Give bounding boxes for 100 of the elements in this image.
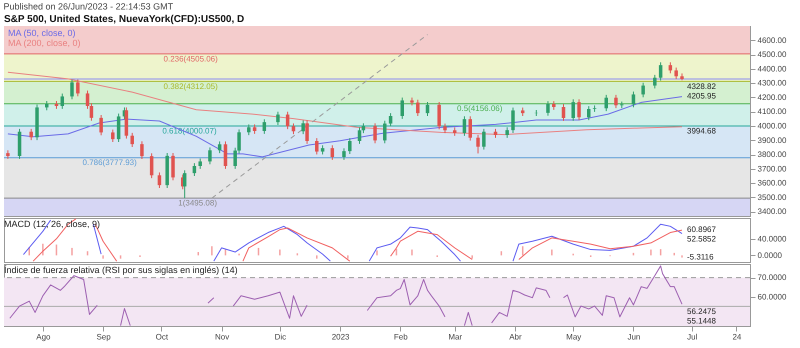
candlestick <box>468 116 472 142</box>
candlestick <box>262 118 266 134</box>
y-tick-label: 4600.00 <box>758 36 787 45</box>
candlestick <box>614 94 618 109</box>
candlestick <box>400 97 404 120</box>
ref-line-label: 1(3495.08) <box>178 198 218 208</box>
candlestick <box>320 144 324 155</box>
annotation: 55.1448 <box>687 316 716 326</box>
candlestick <box>546 100 550 116</box>
y-tick-label: 60.0000 <box>758 292 787 302</box>
candlestick <box>674 67 678 80</box>
candlestick <box>437 102 441 130</box>
candlestick <box>76 79 80 97</box>
candlestick <box>198 158 202 170</box>
candlestick <box>111 129 115 142</box>
candlestick <box>305 120 309 144</box>
candlestick <box>658 62 662 82</box>
annotation: 56.2475 <box>687 306 716 316</box>
x-tick-label: May <box>566 332 582 342</box>
x-tick-label: Oct <box>156 332 169 342</box>
annotation: 52.5852 <box>687 234 716 244</box>
candlestick <box>29 128 33 141</box>
x-tick-label: Jun <box>627 332 640 342</box>
candlestick <box>668 62 672 74</box>
candlestick <box>587 106 591 121</box>
candlestick <box>373 122 377 144</box>
candlestick <box>130 132 134 148</box>
y-tick-label: 0.0000 <box>758 250 783 260</box>
candlestick <box>252 124 256 134</box>
y-tick-label: 4400.00 <box>758 64 787 74</box>
candlestick <box>171 152 175 181</box>
candlestick <box>116 113 120 142</box>
annotation: 60.8967 <box>687 225 716 234</box>
candlestick <box>286 111 290 130</box>
candlestick <box>562 104 566 122</box>
y-tick-label: 4100.00 <box>758 107 787 116</box>
candlestick <box>192 162 196 176</box>
candlestick <box>426 102 430 116</box>
candlestick <box>292 122 296 135</box>
candlestick <box>358 126 362 144</box>
x-tick-label: Abr <box>509 332 522 342</box>
candlestick <box>150 152 154 179</box>
candlestick <box>641 82 645 98</box>
x-tick-label: Ago <box>36 332 52 342</box>
line-series <box>7 72 683 136</box>
candlestick <box>476 134 480 154</box>
text: MA (200, close, 0) <box>8 38 81 48</box>
x-tick-label: Nov <box>214 332 230 342</box>
candlestick <box>653 74 657 89</box>
x-tick-label: Mar <box>448 332 462 342</box>
y-tick-label: 70.0000 <box>758 273 787 282</box>
y-tick-label: 40.0000 <box>758 234 787 244</box>
candlestick <box>342 148 346 160</box>
candlestick <box>416 99 420 116</box>
ref-line-label: 0.5(4156.06) <box>457 104 503 114</box>
candlestick <box>276 111 280 126</box>
candlestick <box>462 116 466 136</box>
candlestick <box>505 126 509 138</box>
annotation: 4328.82 <box>687 82 716 91</box>
candlestick <box>315 138 319 155</box>
ref-line-label: 0.786(3777.93) <box>82 158 138 168</box>
candlestick <box>60 93 64 110</box>
y-tick-label: 4500.00 <box>758 50 787 60</box>
candlestick <box>443 123 447 134</box>
candlestick <box>388 112 392 127</box>
candlestick <box>99 114 103 136</box>
candlestick <box>247 124 251 136</box>
candlestick <box>482 128 486 150</box>
y-tick-label: 4300.00 <box>758 78 787 88</box>
text: MA (50, close, 0) <box>8 28 76 38</box>
annotation: 4205.95 <box>687 92 716 101</box>
y-tick-label: 3700.00 <box>758 164 787 174</box>
y-tick-label: 3400.00 <box>758 207 787 216</box>
candlestick <box>70 79 74 100</box>
candlestick <box>218 140 222 154</box>
y-tick-label: 4200.00 <box>758 92 787 102</box>
candlestick <box>224 140 228 170</box>
y-tick-label: 3800.00 <box>758 150 787 160</box>
text: Published on 26/Jun/2023 - 22:14:53 GMT <box>4 2 174 12</box>
chart-title: Índice de fuerza relativa (RSI por sus siglas en inglés) (14) <box>4 265 238 275</box>
chart-title: S&P 500, United States, NuevaYork(CFD):US500, D <box>4 14 244 25</box>
y-tick-label: 3600.00 <box>758 178 787 188</box>
candlestick <box>44 100 48 111</box>
candlestick <box>208 146 212 165</box>
candlestick <box>383 120 387 144</box>
x-tick-label: 24 <box>732 332 742 342</box>
candlestick <box>632 91 636 108</box>
ref-line-label: 0.236(4505.06) <box>164 54 218 64</box>
candlestick <box>182 170 186 199</box>
y-tick-label: 3900.00 <box>758 136 787 145</box>
ref-line-label: 0.382(4312.05) <box>164 82 218 91</box>
candlestick <box>330 144 334 160</box>
candlestick <box>158 172 162 188</box>
candlestick <box>577 98 581 121</box>
x-tick-label: Feb <box>394 332 408 342</box>
candlestick <box>604 94 608 112</box>
candlestick <box>140 140 144 160</box>
annotation: 3994.68 <box>687 126 716 136</box>
candlestick <box>511 107 515 134</box>
candlestick <box>571 98 575 122</box>
